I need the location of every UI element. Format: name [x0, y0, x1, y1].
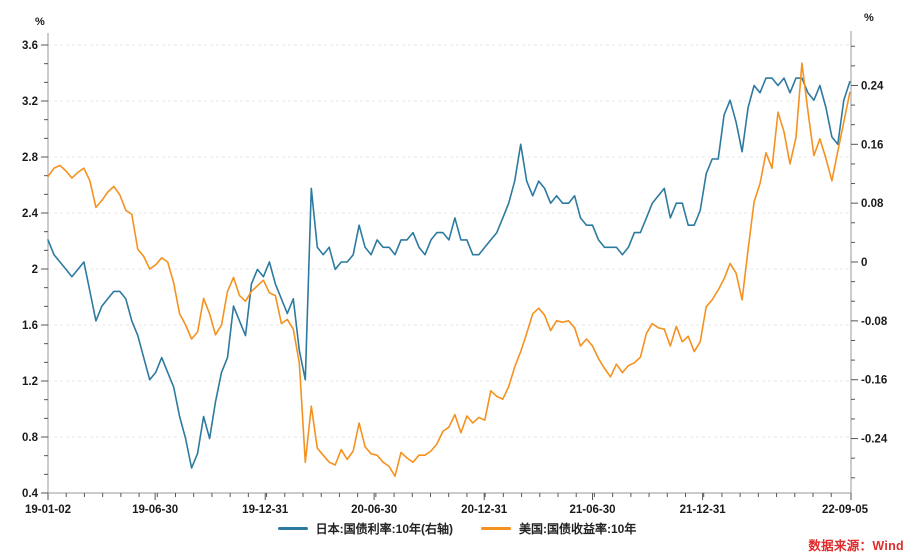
left-tick-label: 2.8	[22, 152, 39, 164]
x-tick-label: 21-06-30	[569, 504, 615, 516]
left-tick-label: 3.6	[22, 40, 38, 52]
legend: 日本:国债利率:10年(右轴) 美国:国债收益率:10年	[0, 519, 914, 537]
left-tick-label: 1.6	[22, 320, 38, 332]
legend-label: 美国:国债收益率:10年	[519, 521, 637, 536]
right-axis-unit-label: %	[864, 12, 874, 24]
right-tick-label: 0.24	[861, 80, 884, 92]
series-line-japan	[47, 77, 851, 469]
left-tick-label: 0.8	[22, 432, 39, 444]
x-tick-label: 20-06-30	[351, 504, 397, 516]
legend-swatch-icon	[481, 526, 511, 530]
x-tick-label: 20-12-31	[461, 504, 508, 516]
x-tick-label: 19-12-31	[242, 504, 289, 516]
series-line-us	[47, 62, 851, 478]
left-tick-label: 1.2	[22, 376, 38, 388]
right-tick-label: 0	[861, 257, 867, 269]
left-tick-label: 3.2	[22, 96, 38, 108]
right-tick-label: -0.24	[861, 434, 888, 446]
right-tick-label: -0.08	[861, 316, 888, 328]
left-tick-label: 2	[32, 264, 38, 276]
left-tick-label: 2.4	[22, 208, 39, 220]
x-tick-label: 21-12-31	[680, 504, 727, 516]
left-axis-unit-label: %	[35, 16, 45, 28]
legend-swatch-icon	[277, 526, 308, 530]
x-tick-label: 19-01-02	[25, 504, 71, 516]
data-source-note: 数据来源：Wind	[808, 539, 904, 553]
legend-item-japan: 日本:国债利率:10年(右轴)	[277, 520, 453, 537]
x-tick-label: 22-09-05	[822, 504, 869, 516]
right-tick-label: 0.16	[861, 139, 883, 151]
left-tick-label: 0.4	[22, 488, 39, 500]
right-tick-label: 0.08	[861, 198, 884, 210]
legend-label: 日本:国债利率:10年(右轴)	[315, 521, 453, 536]
x-tick-label: 19-06-30	[132, 504, 178, 516]
legend-item-us: 美国:国债收益率:10年	[481, 520, 636, 537]
right-tick-label: -0.16	[861, 375, 887, 387]
